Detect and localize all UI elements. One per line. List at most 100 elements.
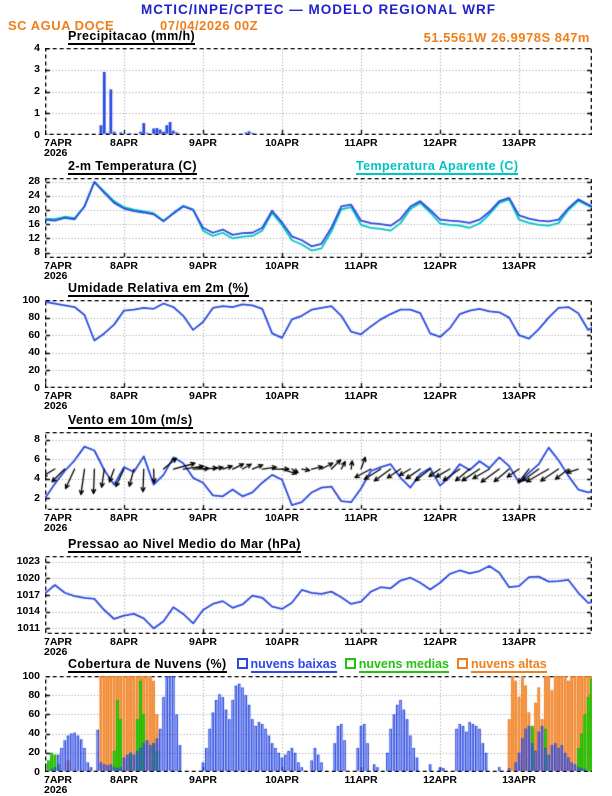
wind-xtick-label: 11APR	[344, 512, 378, 524]
wind-plot-canvas	[45, 432, 592, 510]
pres-xtick-label: 10APR	[265, 636, 299, 648]
pres-ytick-label: 1014	[16, 605, 40, 618]
precip-xtick-label: 10APR	[265, 137, 299, 149]
pres-ytick-label: 1020	[16, 571, 40, 584]
temp-xtick-label: 7APR	[44, 260, 73, 272]
legend-nuvens-altas: nuvens altas	[457, 657, 547, 673]
precip-xtick-label: 9APR	[188, 137, 217, 149]
cloud-panel-title: Cobertura de Nuvens (%)	[68, 657, 227, 673]
wind-ytick-label: 8	[34, 433, 40, 446]
pres-plot-canvas	[45, 556, 592, 634]
pres-ytick-label: 1011	[17, 621, 40, 634]
hum-xtick-label: 11APR	[344, 390, 378, 402]
cloud-ytick-label: 20	[28, 746, 40, 759]
precip-ytick-label: 3	[34, 63, 40, 76]
hum-plot-canvas	[45, 300, 592, 388]
wind-xtick-label: 13APR	[502, 512, 536, 524]
temp-panel-title: 2-m Temperatura (C)	[68, 159, 197, 175]
precip-ytick-label: 2	[34, 85, 40, 97]
temp-ytick-label: 24	[28, 189, 40, 202]
hum-xtick-year: 2026	[44, 400, 68, 412]
run-datetime: 07/04/2026 00Z	[160, 18, 259, 33]
wind-ytick-label: 4	[34, 472, 40, 485]
precip-xtick-label: 8APR	[109, 137, 138, 149]
precip-xtick-label: 7APR	[44, 137, 73, 149]
precip-ytick-label: 1	[34, 106, 40, 119]
pres-xtick-year: 2026	[44, 646, 68, 658]
precip-xtick-label: 11APR	[344, 137, 378, 149]
hum-xtick-label: 9APR	[188, 390, 217, 402]
pres-xtick-label: 9APR	[188, 636, 217, 648]
pres-xtick-label: 7APR	[44, 636, 73, 648]
cloud-panel-title-row: Cobertura de Nuvens (%) nuvens baixas nuve…	[68, 657, 612, 673]
station-coordinates: 51.5561W 26.9978S 847m	[423, 30, 590, 45]
cloud-xtick-label: 9APR	[188, 774, 217, 786]
apparent-temp-title: Temperatura Aparente (C)	[356, 159, 519, 175]
cloud-xtick-label: 13APR	[502, 774, 536, 786]
legend-nuvens-medias: nuvens medias	[344, 657, 450, 673]
wind-xtick-label: 7APR	[44, 512, 73, 524]
pres-xtick-label: 12APR	[423, 636, 457, 648]
cloud-ytick-label: 60	[28, 707, 40, 720]
hum-xtick-label: 12APR	[423, 390, 457, 402]
cloud-xtick-label: 11APR	[344, 774, 378, 786]
cloud-xtick-label: 7APR	[44, 774, 73, 786]
pres-xtick-label: 11APR	[344, 636, 378, 648]
wind-ytick-label: 2	[34, 491, 40, 504]
wind-ytick-label: 6	[34, 452, 40, 465]
model-title: MCTIC/INPE/CPTEC — MODELO REGIONAL WRF	[141, 2, 496, 17]
temp-plot-canvas	[45, 178, 592, 258]
cloud-ytick-label: 40	[28, 727, 40, 740]
hum-xtick-label: 10APR	[265, 390, 299, 402]
mid-cloud-swatch-icon	[344, 658, 356, 669]
pres-xtick-label: 8APR	[109, 636, 138, 648]
cloud-ytick-label: 80	[28, 688, 40, 701]
pres-ytick-label: 1017	[16, 588, 40, 601]
hum-xtick-label: 8APR	[109, 390, 138, 402]
hum-ytick-label: 40	[28, 346, 40, 359]
precip-panel-title: Precipitacao (mm/h)	[68, 29, 196, 45]
cloud-xtick-label: 12APR	[423, 774, 457, 786]
cloud-plot-canvas	[45, 676, 592, 772]
cloud-xtick-label: 10APR	[265, 774, 299, 786]
hum-ytick-label: 80	[28, 311, 40, 324]
wind-xtick-label: 9APR	[188, 512, 217, 524]
temp-xtick-label: 13APR	[502, 260, 536, 272]
wind-panel-title: Vento em 10m (m/s)	[68, 413, 193, 429]
cloud-ytick-label: 0	[34, 765, 40, 778]
hum-ytick-label: 100	[22, 293, 40, 306]
hum-xtick-label: 7APR	[44, 390, 73, 402]
station-name: SC AGUA DOCE	[8, 18, 115, 33]
precip-plot-canvas	[45, 48, 592, 135]
temp-ytick-label: 20	[28, 203, 40, 216]
hum-ytick-label: 60	[28, 328, 40, 341]
high-cloud-swatch-icon	[457, 658, 469, 669]
pres-xtick-label: 13APR	[502, 636, 536, 648]
temp-ytick-label: 8	[34, 246, 40, 259]
pressure-panel-title: Pressao ao Nivel Medio do Mar (hPa)	[68, 537, 301, 553]
wind-xtick-label: 8APR	[109, 512, 138, 524]
precip-ytick-label: 0	[34, 128, 40, 141]
temp-xtick-label: 12APR	[423, 260, 457, 272]
precip-xtick-year: 2026	[44, 147, 68, 159]
cloud-ytick-label: 100	[22, 669, 40, 682]
temp-xtick-label: 9APR	[188, 260, 217, 272]
hum-ytick-label: 0	[34, 381, 40, 394]
wind-xtick-label: 10APR	[265, 512, 299, 524]
legend-nuvens-baixas: nuvens baixas	[236, 657, 337, 673]
temp-ytick-label: 28	[28, 175, 40, 188]
wind-xtick-year: 2026	[44, 522, 68, 534]
temp-ytick-label: 16	[28, 217, 40, 230]
temp-xtick-label: 11APR	[344, 260, 378, 272]
hum-xtick-label: 13APR	[502, 390, 536, 402]
temp-xtick-year: 2026	[44, 270, 68, 282]
low-cloud-swatch-icon	[236, 658, 248, 669]
wind-xtick-label: 12APR	[423, 512, 457, 524]
pres-ytick-label: 1023	[16, 555, 40, 568]
precip-xtick-label: 12APR	[423, 137, 457, 149]
temp-xtick-label: 10APR	[265, 260, 299, 272]
humidity-panel-title: Umidade Relativa em 2m (%)	[68, 281, 249, 297]
temp-ytick-label: 12	[28, 231, 40, 244]
cloud-xtick-year: 2026	[44, 784, 68, 796]
